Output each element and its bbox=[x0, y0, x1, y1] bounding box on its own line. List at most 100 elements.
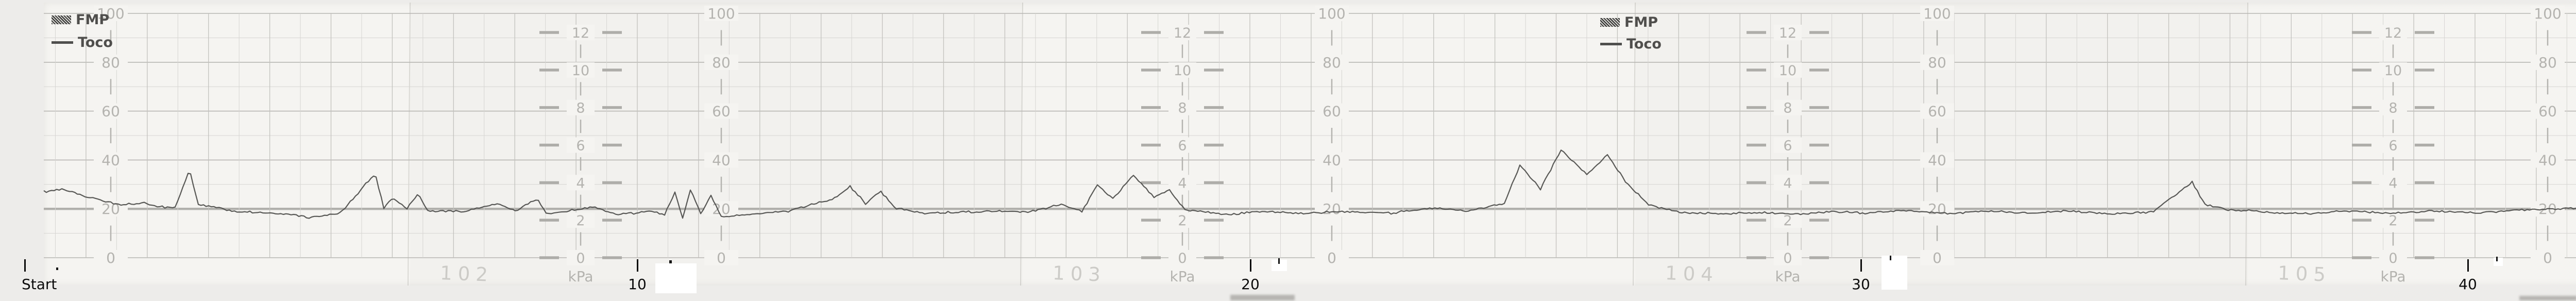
svg-text:6: 6 bbox=[1178, 138, 1187, 154]
legend-label-fmp: FMP bbox=[1624, 14, 1658, 30]
time-tick-40 bbox=[2467, 259, 2469, 272]
svg-text:8: 8 bbox=[1783, 101, 1792, 116]
legend-label-fmp: FMP bbox=[76, 11, 110, 28]
svg-text:12: 12 bbox=[1779, 25, 1797, 41]
redaction-box bbox=[655, 263, 697, 293]
svg-text:12: 12 bbox=[1174, 25, 1191, 41]
svg-text:100: 100 bbox=[2534, 5, 2561, 22]
toco-line-swatch-icon bbox=[52, 41, 73, 44]
page-number: 104 bbox=[1665, 262, 1719, 286]
svg-text:100: 100 bbox=[97, 5, 124, 22]
toco-line-swatch-icon bbox=[1600, 42, 1622, 45]
legend-entry-toco: Toco bbox=[1600, 36, 1662, 52]
svg-text:2: 2 bbox=[576, 213, 585, 229]
svg-text:0: 0 bbox=[2388, 250, 2397, 266]
svg-text:100: 100 bbox=[1923, 5, 1951, 22]
svg-text:kPa: kPa bbox=[1775, 268, 1801, 285]
time-label-20: 20 bbox=[1241, 276, 1260, 293]
stray-ink-mark bbox=[1278, 258, 1280, 264]
legend-entry-fmp: FMP bbox=[1600, 14, 1662, 30]
svg-text:2: 2 bbox=[1783, 213, 1792, 229]
svg-text:60: 60 bbox=[101, 103, 120, 120]
svg-text:40: 40 bbox=[1928, 152, 1946, 169]
svg-text:kPa: kPa bbox=[1170, 268, 1195, 285]
time-tick-30 bbox=[1860, 259, 1862, 272]
legend: FMP Toco bbox=[52, 13, 113, 59]
svg-text:20: 20 bbox=[1323, 200, 1341, 218]
time-label-30: 30 bbox=[1852, 276, 1870, 293]
svg-text:0: 0 bbox=[1327, 249, 1336, 266]
svg-text:0: 0 bbox=[576, 250, 585, 266]
svg-text:kPa: kPa bbox=[568, 268, 594, 285]
svg-text:60: 60 bbox=[1928, 103, 1946, 120]
svg-text:4: 4 bbox=[2388, 175, 2397, 191]
legend-entry-toco: Toco bbox=[52, 34, 113, 51]
svg-text:6: 6 bbox=[2388, 138, 2397, 154]
ctg-paper-strip bbox=[44, 3, 2576, 286]
time-tick-start bbox=[24, 259, 26, 272]
svg-text:10: 10 bbox=[1779, 63, 1797, 79]
svg-text:0: 0 bbox=[1783, 250, 1792, 266]
legend: FMP Toco bbox=[1600, 14, 1662, 59]
redaction-box bbox=[1272, 260, 1287, 271]
svg-text:kPa: kPa bbox=[2381, 268, 2406, 285]
svg-text:80: 80 bbox=[101, 54, 120, 71]
svg-text:6: 6 bbox=[576, 138, 585, 154]
svg-text:10: 10 bbox=[572, 63, 589, 79]
legend-label-toco: Toco bbox=[1626, 36, 1662, 52]
svg-text:2: 2 bbox=[1178, 213, 1187, 229]
svg-text:6: 6 bbox=[1783, 138, 1792, 154]
svg-text:40: 40 bbox=[712, 152, 731, 169]
time-tick-10 bbox=[637, 259, 638, 272]
svg-text:40: 40 bbox=[2538, 152, 2557, 169]
time-label-start: Start bbox=[22, 276, 57, 293]
svg-text:10: 10 bbox=[1174, 63, 1191, 79]
svg-text:80: 80 bbox=[1323, 54, 1341, 71]
stray-ink-mark bbox=[1890, 256, 1891, 260]
stray-ink-mark bbox=[2496, 257, 2498, 261]
page-number: 102 bbox=[439, 262, 494, 286]
redaction-box bbox=[2494, 258, 2503, 266]
svg-text:0: 0 bbox=[106, 249, 115, 266]
svg-text:40: 40 bbox=[1323, 152, 1341, 169]
legend-label-toco: Toco bbox=[78, 34, 113, 51]
fmp-hatch-swatch-icon bbox=[52, 15, 71, 24]
bottom-edge-smudge bbox=[2519, 296, 2576, 300]
svg-text:0: 0 bbox=[1178, 250, 1187, 266]
time-label-10: 10 bbox=[628, 276, 647, 293]
svg-text:20: 20 bbox=[1928, 200, 1946, 218]
fmp-hatch-swatch-icon bbox=[1600, 18, 1620, 27]
svg-text:80: 80 bbox=[712, 54, 731, 71]
svg-text:60: 60 bbox=[1323, 103, 1341, 120]
svg-text:60: 60 bbox=[2538, 103, 2557, 120]
svg-text:8: 8 bbox=[2388, 101, 2397, 116]
svg-text:100: 100 bbox=[1318, 5, 1345, 22]
page-number: 105 bbox=[2277, 262, 2331, 286]
svg-text:4: 4 bbox=[1783, 175, 1792, 191]
svg-text:8: 8 bbox=[1178, 101, 1187, 116]
page-number: 103 bbox=[1052, 262, 1106, 286]
toco-trace-line bbox=[43, 149, 2576, 219]
time-label-40: 40 bbox=[2459, 276, 2477, 293]
svg-text:12: 12 bbox=[572, 25, 589, 41]
legend-entry-fmp: FMP bbox=[52, 11, 113, 28]
svg-text:4: 4 bbox=[576, 175, 585, 191]
svg-text:60: 60 bbox=[712, 103, 731, 120]
svg-text:8: 8 bbox=[576, 101, 585, 116]
svg-text:80: 80 bbox=[1928, 54, 1946, 71]
svg-text:80: 80 bbox=[2538, 54, 2557, 71]
redaction-box bbox=[1882, 256, 1907, 290]
svg-text:4: 4 bbox=[1178, 175, 1187, 191]
bottom-edge-smudge bbox=[1230, 295, 1295, 300]
time-tick-20 bbox=[1250, 259, 1251, 272]
stray-ink-mark bbox=[56, 267, 58, 270]
svg-text:100: 100 bbox=[707, 5, 735, 22]
svg-text:0: 0 bbox=[717, 249, 726, 266]
svg-text:0: 0 bbox=[2543, 249, 2552, 266]
stray-ink-mark bbox=[669, 260, 672, 263]
svg-text:2: 2 bbox=[2388, 213, 2397, 229]
svg-text:40: 40 bbox=[101, 152, 120, 169]
